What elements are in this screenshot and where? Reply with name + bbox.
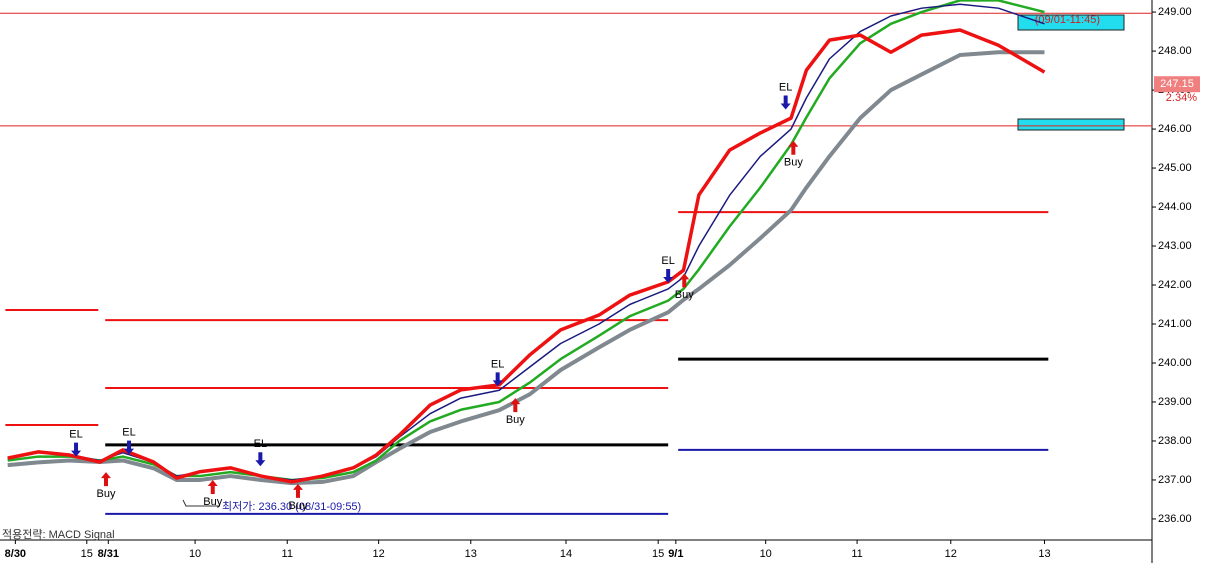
signal-arrow <box>510 398 521 413</box>
signal-arrow <box>292 483 303 498</box>
signal-arrow <box>255 452 266 467</box>
signal-label: EL <box>661 255 674 267</box>
signal-label: Buy <box>203 496 222 508</box>
last-price-box <box>1154 76 1200 93</box>
signal-label: Buy <box>675 289 694 301</box>
signal-label: Buy <box>784 157 803 169</box>
x-tick-label: 13 <box>465 548 477 560</box>
signal-arrow <box>492 372 503 387</box>
signal-arrow <box>124 440 135 455</box>
signal-label: EL <box>779 81 792 93</box>
x-tick-label: 9/1 <box>668 548 683 560</box>
x-tick-label: 12 <box>372 548 384 560</box>
x-tick-label: 8/30 <box>5 548 26 560</box>
y-tick-label: 249.00 <box>1158 6 1192 18</box>
x-tick-label: 13 <box>1038 548 1050 560</box>
signal-arrow <box>679 273 690 288</box>
signal-arrow <box>663 269 674 284</box>
y-tick-label: 245.00 <box>1158 162 1192 174</box>
signal-label: EL <box>122 427 135 439</box>
series-line <box>7 28 1046 484</box>
level-box <box>1017 118 1125 131</box>
signal-arrow <box>780 95 791 110</box>
y-tick-label: 243.00 <box>1158 240 1192 252</box>
y-tick-label: 240.00 <box>1158 357 1192 369</box>
signal-arrow <box>100 472 111 487</box>
last-price-label: 247.15 <box>1160 78 1194 90</box>
y-tick-label: 241.00 <box>1158 318 1192 330</box>
signal-label: EL <box>491 358 504 370</box>
x-tick-label: 14 <box>560 548 572 560</box>
low-note: 최저가: 236.30 (08/31-09:55) <box>222 500 361 513</box>
y-tick-label: 242.00 <box>1158 279 1192 291</box>
x-tick-label: 11 <box>282 548 293 560</box>
signal-label: Buy <box>506 414 525 426</box>
x-tick-label: 15 <box>652 548 664 560</box>
y-tick-label: 237.00 <box>1158 474 1192 486</box>
x-tick-label: 10 <box>760 548 772 560</box>
signal-label: Buy <box>96 488 115 500</box>
x-tick-label: 12 <box>945 548 957 560</box>
high-box <box>1017 14 1125 31</box>
y-tick-label: 248.00 <box>1158 45 1192 57</box>
x-tick-label: 8/31 <box>98 548 119 560</box>
low-leader <box>182 499 220 507</box>
y-tick-label: 239.00 <box>1158 396 1192 408</box>
y-tick-label: 244.00 <box>1158 201 1192 213</box>
x-tick-label: 10 <box>189 548 201 560</box>
high-note: (09/01-11:45) <box>1035 14 1100 26</box>
change-label: 2.34% <box>1166 92 1197 104</box>
signal-label: EL <box>254 438 267 450</box>
x-tick-label: 11 <box>851 548 862 560</box>
strategy-label: 적용전략: MACD Signal <box>2 528 115 541</box>
y-tick-label: 246.00 <box>1158 123 1192 135</box>
y-tick-label: 236.00 <box>1158 513 1192 525</box>
signal-arrow <box>71 442 82 457</box>
signal-arrow <box>207 479 218 494</box>
signal-arrow <box>788 140 799 155</box>
signal-label: EL <box>69 428 82 440</box>
signal-label: Buy <box>288 500 307 512</box>
x-tick-label: 15 <box>81 548 93 560</box>
y-tick-label: 238.00 <box>1158 435 1192 447</box>
